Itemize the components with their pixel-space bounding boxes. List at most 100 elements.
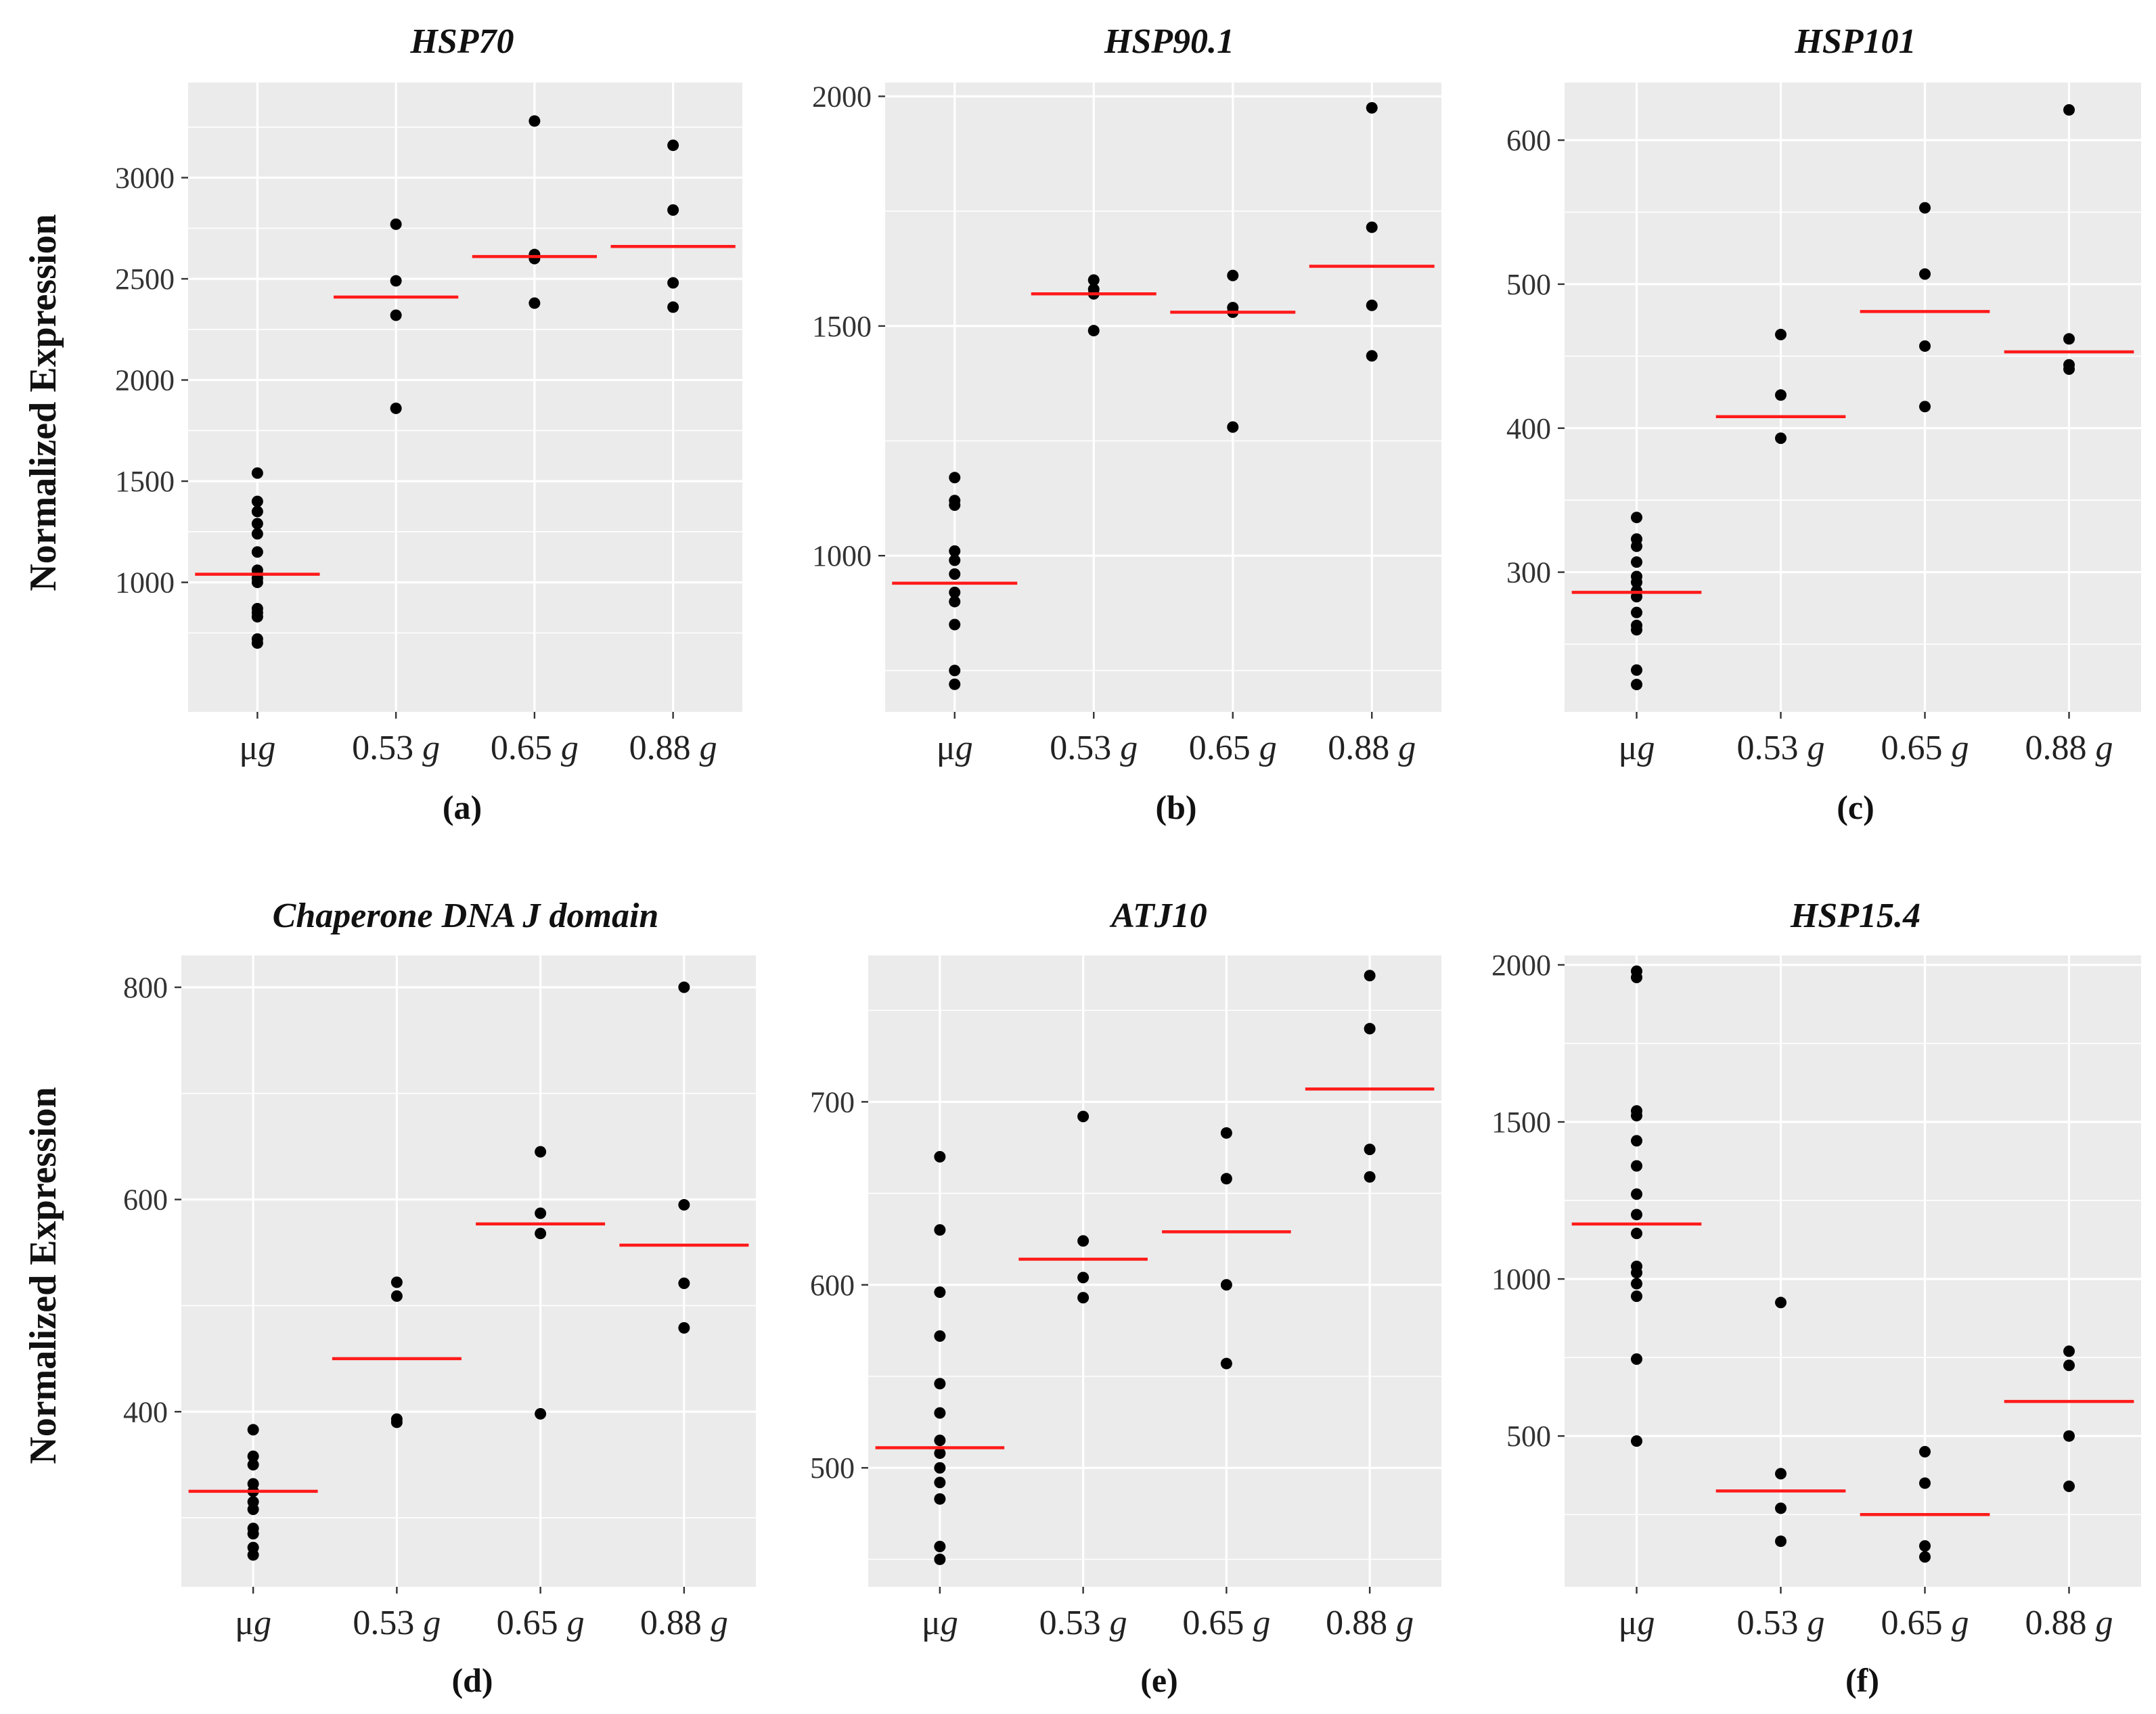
data-point-0-65g <box>529 115 541 127</box>
data-point-microgravity <box>1631 965 1642 977</box>
data-point-microgravity <box>949 472 961 484</box>
panel-f-caption: (f) <box>1845 1661 1879 1699</box>
data-point-microgravity <box>949 554 961 566</box>
panel-d-title: Chaperone DNA J domain <box>273 897 659 935</box>
data-point-0-88g <box>678 1198 690 1211</box>
data-point-microgravity <box>934 1435 946 1447</box>
data-point-microgravity <box>247 1541 259 1554</box>
data-point-microgravity <box>251 528 263 540</box>
panel-b-title: HSP90.1 <box>1104 22 1234 61</box>
data-point-microgravity <box>934 1286 946 1299</box>
data-point-0-88g <box>1364 1022 1376 1035</box>
data-point-0-53g <box>390 275 402 287</box>
data-point-0-65g <box>1227 421 1239 433</box>
data-point-0-88g <box>2063 1359 2075 1372</box>
y-tick-label: 1500 <box>1491 1106 1551 1139</box>
data-point-0-88g <box>667 139 679 152</box>
data-point-microgravity <box>251 546 263 558</box>
data-point-0-88g <box>2063 104 2075 116</box>
data-point-microgravity <box>247 1424 259 1436</box>
data-point-microgravity <box>1631 1188 1642 1200</box>
data-point-microgravity <box>934 1330 946 1343</box>
data-point-microgravity <box>1631 1261 1642 1273</box>
data-point-microgravity <box>251 633 263 645</box>
data-point-microgravity <box>949 545 961 557</box>
data-point-0-53g <box>1077 1235 1090 1247</box>
data-point-0-88g <box>2063 359 2075 371</box>
data-point-microgravity <box>934 1447 946 1460</box>
x-tick-label-0-53g: 0.53 g <box>1050 729 1138 767</box>
panel-b-background <box>885 83 1441 712</box>
data-point-microgravity <box>247 1496 259 1508</box>
panel-a: HSP70 1000 1500 2000 2500 3000 μg 0.53 g 0.65 g… <box>115 22 742 826</box>
data-point-0-65g <box>535 1207 547 1219</box>
data-point-0-65g <box>1919 1445 1931 1458</box>
data-point-0-88g <box>1366 350 1378 362</box>
x-tick-label-microgravity: μg <box>239 729 275 767</box>
data-point-microgravity <box>1631 1278 1642 1290</box>
x-tick-label-0-53g: 0.53 g <box>353 1604 441 1642</box>
x-tick-label-0-53g: 0.53 g <box>1039 1604 1127 1642</box>
data-point-microgravity <box>1631 556 1642 568</box>
panel-a-caption: (a) <box>443 788 482 826</box>
y-tick-label: 2500 <box>115 263 175 296</box>
data-point-0-65g <box>1227 269 1239 281</box>
data-point-0-88g <box>667 277 679 289</box>
data-point-microgravity <box>251 505 263 518</box>
data-point-microgravity <box>934 1407 946 1419</box>
panel-f: HSP15.4 500 1000 1500 2000 μg 0.53 g 0.65 g 0.8… <box>1491 897 2141 1699</box>
data-point-microgravity <box>934 1476 946 1489</box>
x-tick-label-0-65g: 0.65 g <box>1881 1604 1969 1642</box>
data-point-microgravity <box>934 1493 946 1505</box>
panel-a-background <box>188 83 742 712</box>
data-point-0-88g <box>667 301 679 313</box>
data-point-0-53g <box>1087 274 1100 286</box>
data-point-microgravity <box>949 618 961 631</box>
y-tick-label: 500 <box>810 1451 855 1485</box>
data-point-microgravity <box>1631 664 1642 676</box>
x-tick-label-0-88g: 0.88 g <box>629 729 717 767</box>
y-tick-label: 2000 <box>812 80 872 113</box>
data-point-0-88g <box>2063 1480 2075 1492</box>
x-tick-label-microgravity: μg <box>235 1604 271 1642</box>
y-tick-label: 2000 <box>115 364 175 397</box>
x-tick-label-microgravity: μg <box>922 1604 958 1642</box>
x-tick-label-microgravity: μg <box>1619 1604 1655 1642</box>
y-tick-label: 1000 <box>115 566 175 600</box>
x-tick-label-0-65g: 0.65 g <box>497 1604 585 1642</box>
data-point-microgravity <box>949 678 961 690</box>
data-point-microgravity <box>1631 1160 1642 1172</box>
x-tick-label-0-88g: 0.88 g <box>1328 729 1416 767</box>
data-point-0-88g <box>1366 299 1378 311</box>
data-point-microgravity <box>934 1150 946 1163</box>
y-axis-label-top: Normalized Expression <box>22 214 64 591</box>
panel-e-plot: 500 600 700 μg 0.53 g 0.65 g 0.88 g <box>810 955 1441 1642</box>
data-point-microgravity <box>251 467 263 479</box>
data-point-0-53g <box>390 1413 403 1425</box>
y-tick-label: 300 <box>1506 556 1551 589</box>
data-point-microgravity <box>949 568 961 580</box>
y-tick-label: 400 <box>1506 412 1551 445</box>
data-point-0-53g <box>390 1276 403 1288</box>
panel-b-plot: 1000 1500 2000 μg 0.53 g 0.65 g 0.88 g <box>812 80 1441 767</box>
data-point-microgravity <box>251 602 263 614</box>
data-point-0-53g <box>1775 1296 1787 1309</box>
data-point-0-65g <box>1919 340 1931 352</box>
panel-c-plot: 300 400 500 600 μg 0.53 g 0.65 g 0.88 g <box>1506 83 2141 767</box>
data-point-0-65g <box>535 1227 547 1240</box>
data-point-0-88g <box>667 204 679 216</box>
data-point-microgravity <box>247 1450 259 1462</box>
data-point-microgravity <box>934 1378 946 1390</box>
data-point-microgravity <box>934 1224 946 1236</box>
x-tick-label-0-65g: 0.65 g <box>1182 1604 1270 1642</box>
data-point-0-88g <box>1364 970 1376 982</box>
data-point-microgravity <box>934 1541 946 1553</box>
data-point-0-65g <box>535 1146 547 1158</box>
data-point-0-53g <box>390 1290 403 1302</box>
y-tick-label: 3000 <box>115 162 175 195</box>
panel-a-title: HSP70 <box>409 22 514 61</box>
x-tick-label-0-65g: 0.65 g <box>491 729 579 767</box>
data-point-0-65g <box>1919 1551 1931 1563</box>
data-point-0-53g <box>390 402 402 414</box>
